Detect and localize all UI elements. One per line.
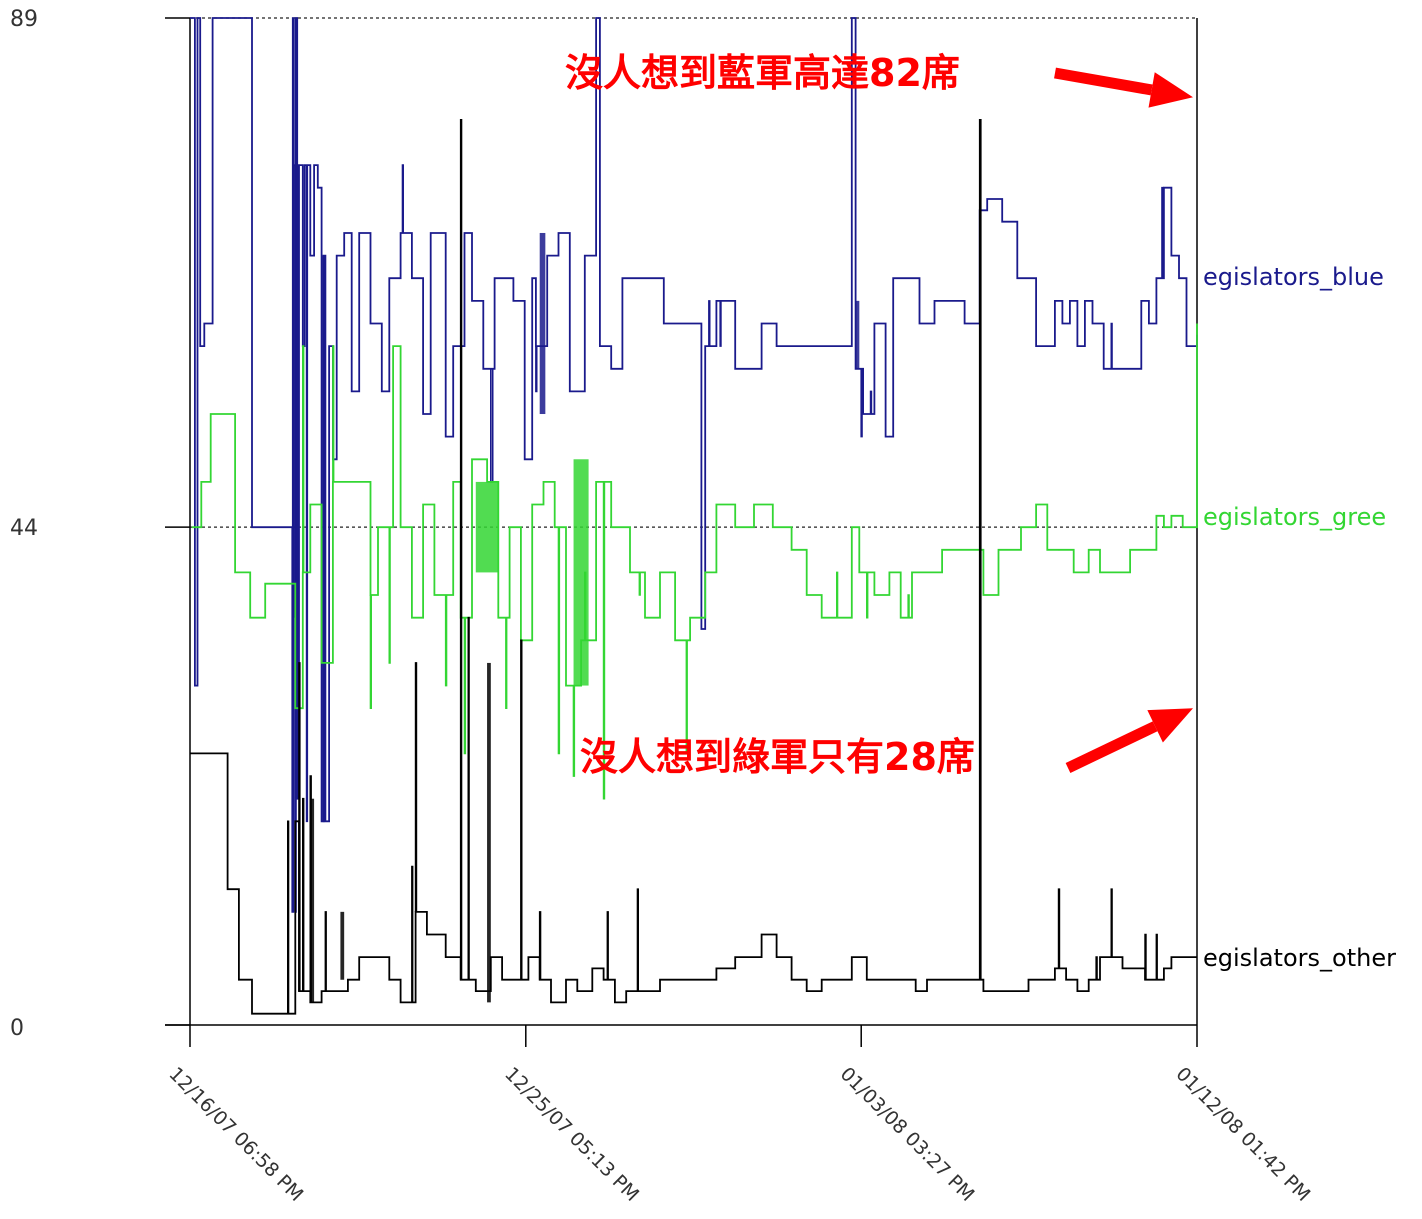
series-spike: [869, 390, 873, 414]
series-spike: [602, 481, 606, 800]
series-labels: egislators_blue egislators_gree egislators…: [1203, 263, 1396, 972]
series-spike: [866, 572, 869, 619]
x-tick-label-2: 01/03/08 03:27 PM: [836, 1063, 979, 1206]
axes: [165, 18, 1198, 1026]
series-spike: [557, 527, 561, 755]
series-line: [190, 752, 1197, 1015]
series-label-1: egislators_gree: [1203, 503, 1386, 531]
series-spike: [1110, 322, 1113, 369]
y-tick-label-0: 0: [10, 1016, 24, 1041]
series-dense-band: [573, 459, 589, 686]
series-spike: [978, 119, 982, 980]
x-ticks: 12/16/07 06:58 PM 12/25/07 05:13 PM 01/03/…: [164, 1025, 1314, 1206]
series-spike: [1095, 956, 1098, 980]
series-spike: [467, 616, 470, 980]
series-spike: [836, 571, 839, 618]
annotation-arrow-shaft-0: [1054, 67, 1153, 96]
series-label-0: egislators_blue: [1203, 263, 1384, 291]
series-spike: [459, 119, 463, 980]
series-spike: [1161, 186, 1164, 279]
x-tick-label-0: 12/16/07 06:58 PM: [164, 1063, 307, 1206]
series-spike: [1110, 888, 1113, 958]
series-dense-band: [310, 798, 315, 1003]
series-dense-band: [475, 481, 499, 573]
series-spike: [444, 595, 448, 687]
series-group: [190, 17, 1198, 1015]
series-spike: [298, 662, 301, 992]
series-line: [191, 323, 1198, 710]
series-spike: [369, 595, 372, 709]
series-line: [190, 17, 1198, 913]
series-spike: [414, 662, 418, 912]
series-spike: [907, 594, 910, 618]
series-spike: [538, 911, 542, 980]
series-spike: [719, 300, 722, 347]
series-spike: [505, 617, 508, 709]
series-green: [191, 323, 1198, 800]
series-spike: [708, 300, 711, 347]
series-spike: [401, 164, 404, 233]
y-ticks: 0 44 89: [10, 7, 190, 1041]
x-tick-label-1: 12/25/07 05:13 PM: [500, 1063, 643, 1206]
series-spike: [302, 345, 305, 573]
series-dense-band: [293, 165, 298, 618]
series-spike: [490, 368, 494, 483]
series-spike: [1057, 888, 1061, 969]
series-spike: [685, 640, 688, 755]
annotation-arrow-head-1: [1147, 708, 1193, 743]
series-spike: [572, 685, 576, 777]
annotation-arrow-head-0: [1148, 72, 1193, 108]
series-dense-band: [539, 232, 546, 415]
series-spike: [324, 911, 327, 992]
series-label-2: egislators_other: [1203, 944, 1396, 972]
series-spike: [1144, 933, 1147, 980]
series-spike: [638, 572, 641, 596]
series-dense-band: [340, 911, 345, 980]
series-spike: [287, 820, 290, 1014]
series-spike: [305, 165, 309, 823]
series-dense-band: [855, 300, 860, 369]
annotation-0: 沒人想到藍軍高達82席: [565, 51, 960, 95]
y-tick-label-89: 89: [10, 7, 38, 32]
series-spike: [302, 797, 305, 992]
series-spike: [332, 345, 335, 482]
y-tick-label-44: 44: [10, 516, 38, 541]
series-spike: [535, 346, 538, 393]
series-spike: [322, 255, 325, 823]
annotation-arrow-shaft-1: [1065, 721, 1158, 773]
series-spike: [1155, 933, 1158, 980]
series-spike: [636, 888, 639, 992]
series-spike: [291, 17, 295, 912]
series-spike: [388, 527, 391, 664]
series-spike: [606, 911, 609, 980]
series-other: [190, 119, 1197, 1015]
series-spike: [520, 639, 523, 980]
x-tick-label-3: 01/12/08 01:42 PM: [1171, 1063, 1314, 1206]
series-dense-band: [487, 662, 491, 1003]
series-spike: [860, 368, 863, 438]
series-spike: [463, 617, 467, 755]
series-spike: [411, 865, 414, 1003]
annotation-1: 沒人想到綠軍只有28席: [580, 735, 975, 779]
